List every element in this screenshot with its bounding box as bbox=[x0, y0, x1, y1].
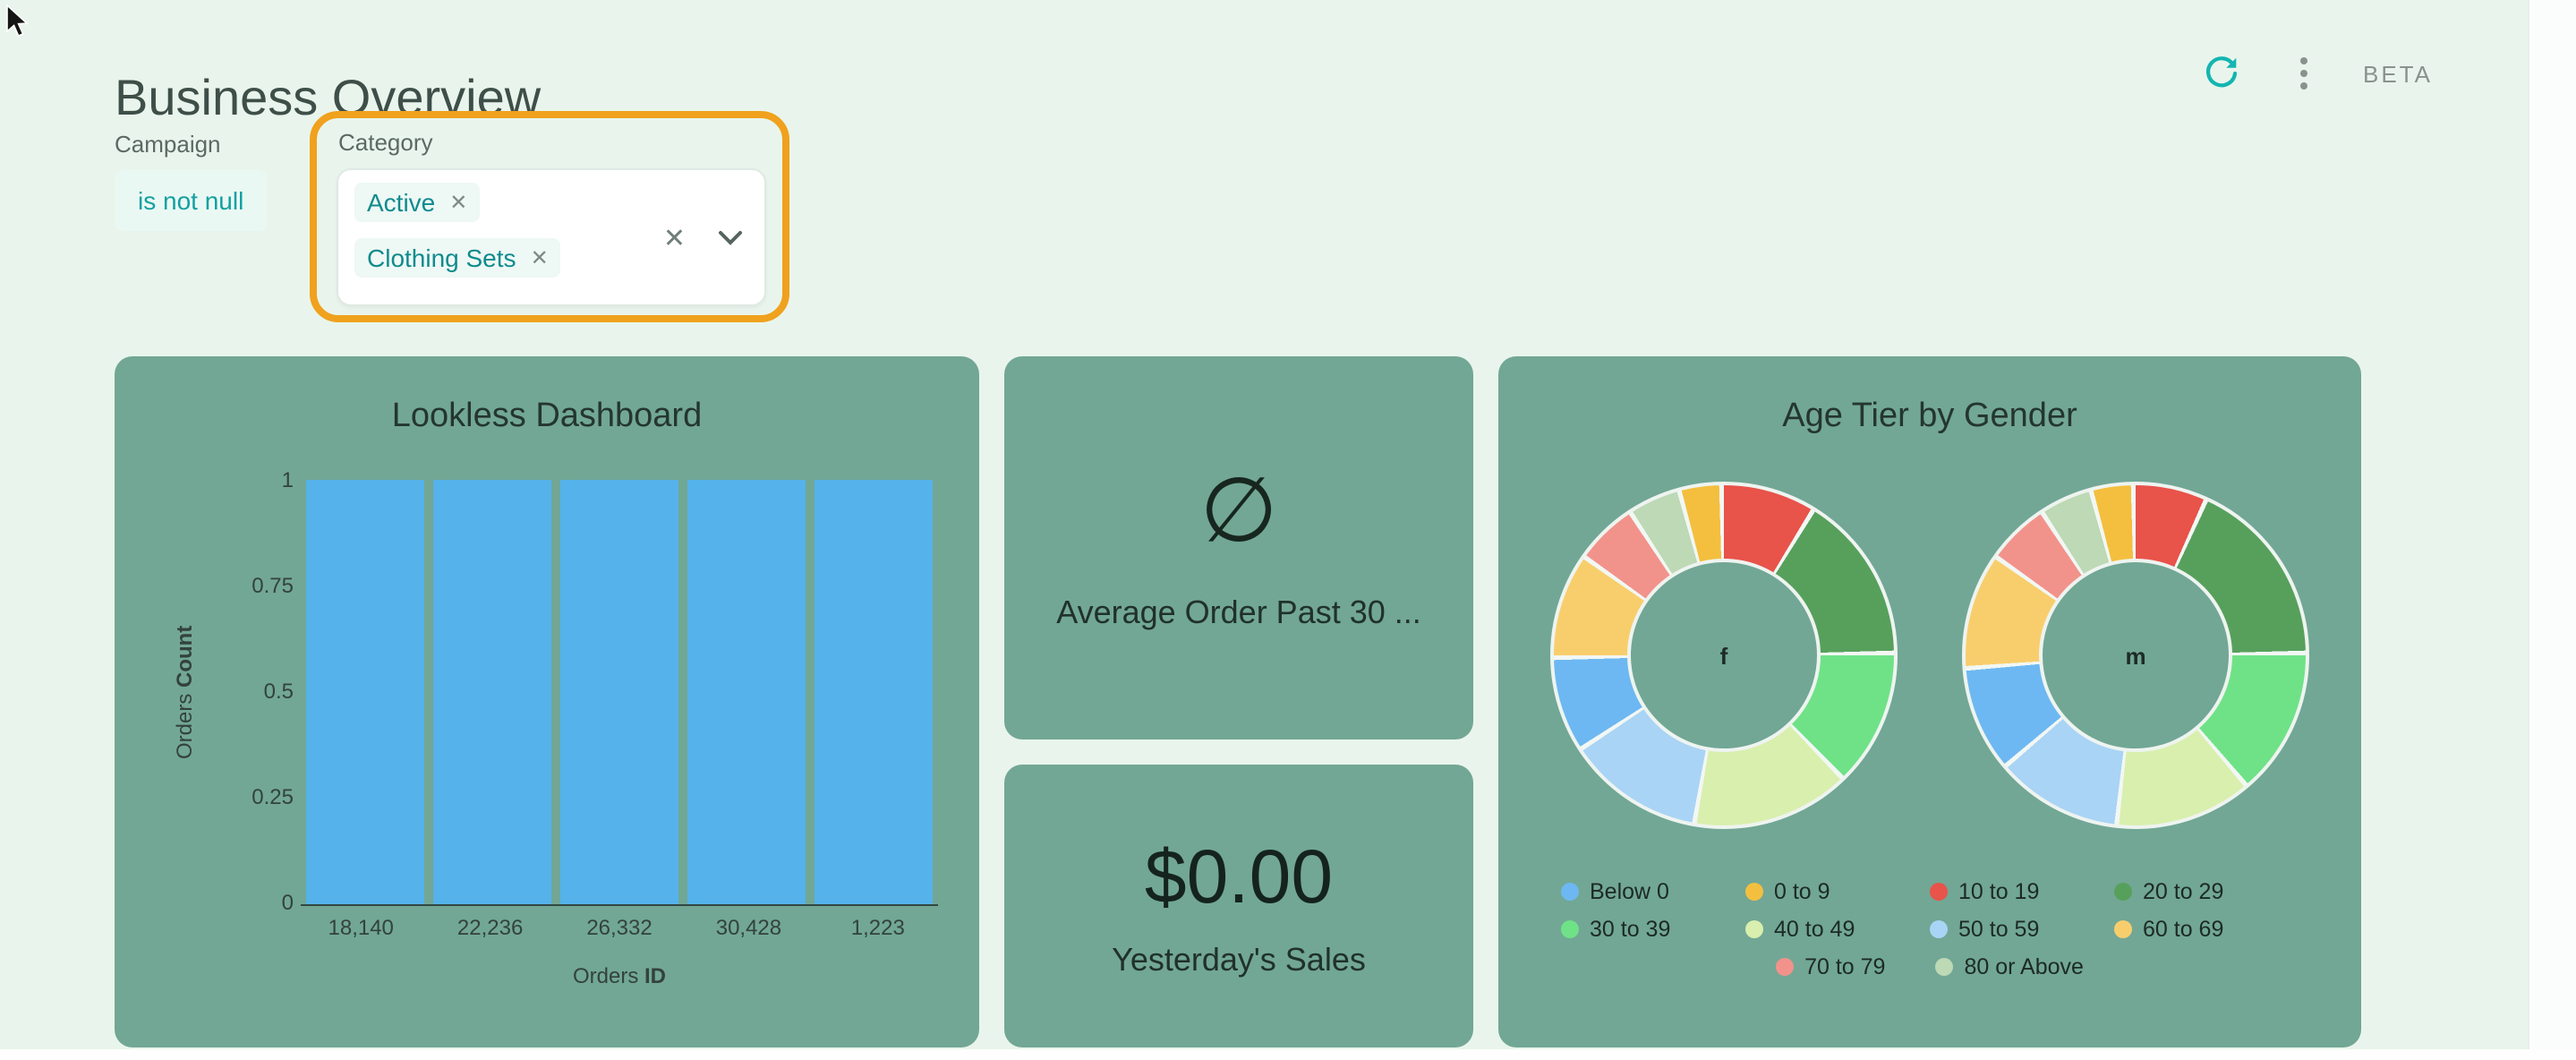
category-chip-list: Active ✕ Clothing Sets ✕ bbox=[354, 183, 561, 278]
chip-remove-icon[interactable]: ✕ bbox=[449, 190, 468, 215]
category-chip[interactable]: Active ✕ bbox=[354, 183, 481, 222]
category-chip-label: Active bbox=[367, 188, 436, 217]
donut-chart-male[interactable]: m bbox=[1962, 482, 2309, 829]
legend-item: 40 to 49 bbox=[1745, 917, 1930, 942]
legend-item: 60 to 69 bbox=[2114, 917, 2299, 942]
x-axis-tick-labels: 18,140 22,236 26,332 30,428 1,223 bbox=[301, 915, 938, 940]
clear-filter-icon[interactable]: ✕ bbox=[662, 223, 686, 253]
scrollbar-track[interactable] bbox=[2528, 0, 2576, 1060]
legend-item: 0 to 9 bbox=[1745, 879, 1930, 904]
legend-swatch-icon bbox=[1561, 883, 1579, 901]
category-filter-input[interactable]: Active ✕ Clothing Sets ✕ ✕ bbox=[337, 168, 766, 306]
legend-label: 0 to 9 bbox=[1774, 879, 1830, 904]
refresh-icon bbox=[2206, 56, 2238, 88]
x-tick-label: 22,236 bbox=[456, 915, 524, 940]
tile-title: Age Tier by Gender bbox=[1782, 398, 2077, 435]
tile-title: Lookless Dashboard bbox=[391, 398, 703, 435]
mouse-cursor-icon bbox=[6, 4, 29, 38]
legend-swatch-icon bbox=[2114, 920, 2132, 938]
campaign-filter-value[interactable]: is not null bbox=[115, 170, 268, 231]
legend-row: 30 to 39 40 to 49 50 to 59 60 to 69 bbox=[1561, 917, 2299, 942]
legend-swatch-icon bbox=[1561, 920, 1579, 938]
y-tick-label: 1 bbox=[281, 467, 294, 492]
sales-value: $0.00 bbox=[1144, 833, 1334, 918]
tile-lookless-dashboard: Lookless Dashboard Orders Count 1 0.75 0.5… bbox=[115, 356, 979, 1047]
x-tick-label: 26,332 bbox=[586, 915, 653, 940]
y-tick-label: 0.25 bbox=[252, 784, 294, 809]
kebab-menu-icon bbox=[2300, 57, 2307, 90]
bar[interactable] bbox=[560, 480, 678, 904]
bottom-edge-strip bbox=[0, 1049, 2576, 1060]
legend-item: 20 to 29 bbox=[2114, 879, 2299, 904]
donut-chart-female[interactable]: f bbox=[1550, 482, 1898, 829]
legend-swatch-icon bbox=[1745, 883, 1763, 901]
bar[interactable] bbox=[815, 480, 933, 904]
legend-swatch-icon bbox=[1776, 958, 1795, 976]
legend-swatch-icon bbox=[1745, 920, 1763, 938]
tile-age-tier-by-gender: Age Tier by Gender f m Below 0 0 to 9 10 t… bbox=[1498, 356, 2361, 1047]
legend-swatch-icon bbox=[1930, 920, 1948, 938]
campaign-filter-label: Campaign bbox=[115, 131, 221, 158]
x-axis-title: Orders ID bbox=[572, 963, 666, 988]
refresh-button[interactable] bbox=[2198, 50, 2245, 97]
legend-item: 10 to 19 bbox=[1930, 879, 2114, 904]
legend-item: Below 0 bbox=[1561, 879, 1745, 904]
y-tick-label: 0.5 bbox=[263, 679, 294, 704]
y-tick-label: 0 bbox=[281, 890, 294, 915]
y-tick-label: 0.75 bbox=[252, 573, 294, 598]
y-axis-title: Orders Count bbox=[172, 626, 197, 760]
null-value-icon: ∅ bbox=[1199, 459, 1278, 560]
x-tick-label: 30,428 bbox=[715, 915, 782, 940]
tile-label: Average Order Past 30 ... bbox=[1056, 594, 1421, 629]
category-chip[interactable]: Clothing Sets ✕ bbox=[354, 238, 561, 278]
chevron-down-icon[interactable] bbox=[718, 229, 743, 245]
donut-center-label: f bbox=[1627, 559, 1821, 752]
x-tick-label: 18,140 bbox=[328, 915, 394, 940]
legend-label: 70 to 79 bbox=[1804, 954, 1886, 979]
legend-swatch-icon bbox=[2114, 883, 2132, 901]
y-axis-tick-labels: 1 0.75 0.5 0.25 0 bbox=[215, 467, 294, 915]
legend-item: 80 or Above bbox=[1935, 954, 2084, 979]
legend-swatch-icon bbox=[1930, 883, 1948, 901]
legend-label: 60 to 69 bbox=[2143, 917, 2224, 942]
legend-label: 40 to 49 bbox=[1774, 917, 1855, 942]
kebab-menu-button[interactable] bbox=[2281, 50, 2327, 97]
tile-average-order: ∅ Average Order Past 30 ... bbox=[1004, 356, 1473, 739]
chart-legend: Below 0 0 to 9 10 to 19 20 to 29 30 to 39 40 … bbox=[1498, 879, 2361, 979]
bar[interactable] bbox=[687, 480, 806, 904]
category-filter-label: Category bbox=[338, 129, 433, 156]
legend-item: 70 to 79 bbox=[1776, 954, 1885, 979]
legend-row: 70 to 79 80 or Above bbox=[1751, 954, 2109, 979]
bar[interactable] bbox=[433, 480, 551, 904]
legend-row: Below 0 0 to 9 10 to 19 20 to 29 bbox=[1561, 879, 2299, 904]
legend-label: 20 to 29 bbox=[2143, 879, 2224, 904]
legend-label: 30 to 39 bbox=[1590, 917, 1671, 942]
legend-item: 50 to 59 bbox=[1930, 917, 2114, 942]
category-chip-label: Clothing Sets bbox=[367, 244, 516, 272]
beta-badge: BETA bbox=[2363, 60, 2433, 87]
legend-item: 30 to 39 bbox=[1561, 917, 1745, 942]
legend-label: 10 to 19 bbox=[1958, 879, 2040, 904]
tile-yesterdays-sales: $0.00 Yesterday's Sales bbox=[1004, 765, 1473, 1047]
donut-center-label: m bbox=[2039, 559, 2232, 752]
bar[interactable] bbox=[306, 480, 424, 904]
legend-swatch-icon bbox=[1935, 958, 1954, 976]
top-controls: BETA bbox=[2198, 50, 2433, 97]
x-tick-label: 1,223 bbox=[850, 915, 905, 940]
legend-label: Below 0 bbox=[1590, 879, 1669, 904]
legend-label: 50 to 59 bbox=[1958, 917, 2040, 942]
tile-label: Yesterday's Sales bbox=[1112, 941, 1366, 977]
bar-chart-plot[interactable] bbox=[301, 480, 938, 906]
category-filter-highlight bbox=[310, 111, 789, 322]
legend-label: 80 or Above bbox=[1964, 954, 2084, 979]
chip-remove-icon[interactable]: ✕ bbox=[530, 245, 549, 270]
